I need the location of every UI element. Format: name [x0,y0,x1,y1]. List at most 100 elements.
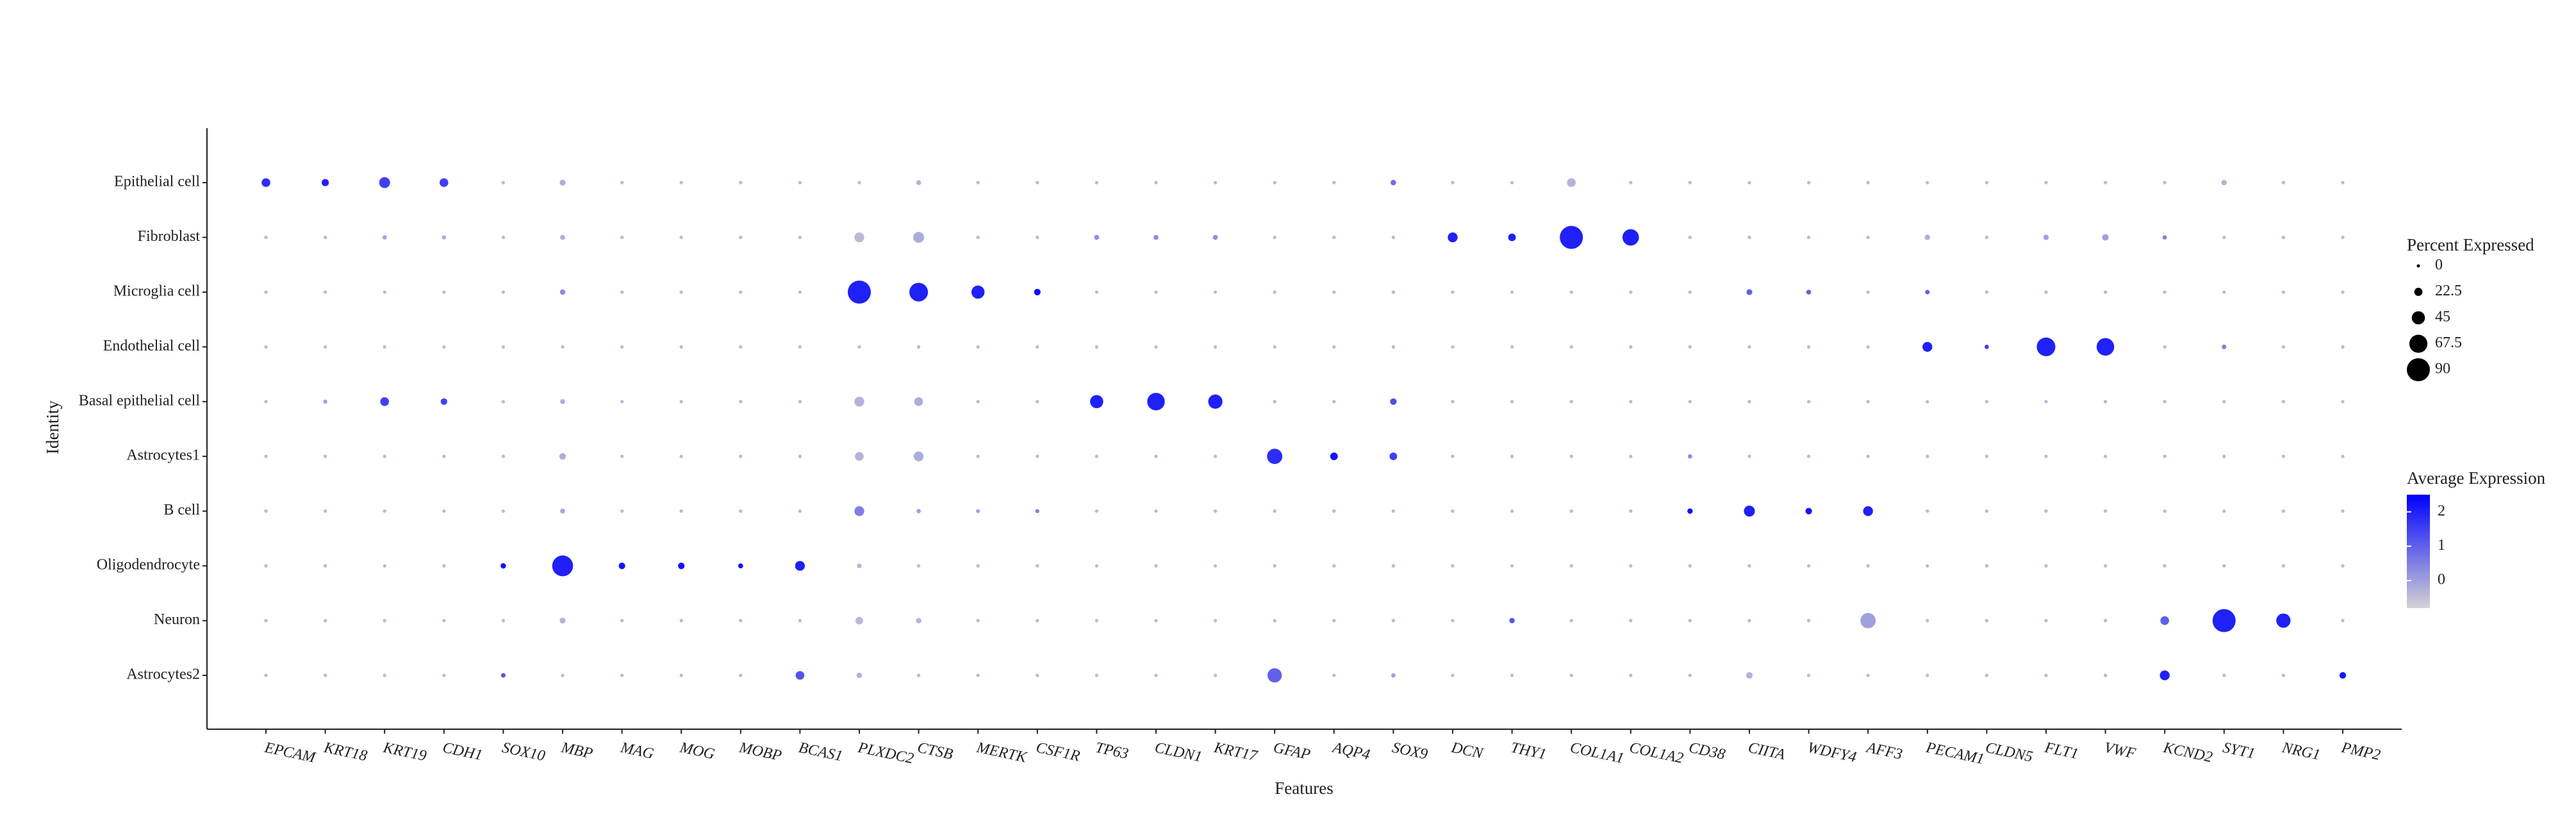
dot [909,283,929,302]
dot [856,672,863,679]
dot [2281,673,2286,677]
dot [857,181,861,185]
dot [739,673,743,677]
size-legend-dot [2407,358,2430,381]
dot [1805,507,1812,515]
y-tick-label: B cell [163,502,200,518]
x-tick-label: KCND2 [2161,739,2214,766]
dot [2103,673,2108,677]
dot [1747,345,1751,349]
dot [2222,344,2227,349]
dot [620,618,624,623]
dot [798,181,802,185]
dot [679,181,683,185]
dot [679,618,683,623]
dot [1924,235,1931,240]
dot [620,345,624,349]
dot [2160,616,2170,625]
dot [1985,400,1989,404]
dot [971,285,985,299]
dot [1866,235,1870,240]
size-legend-label: 45 [2435,309,2450,326]
dot [1860,613,1876,629]
size-legend-label: 90 [2435,361,2450,377]
dot [1391,564,1396,568]
dot [1629,509,1633,513]
dot [1985,181,1989,185]
dot [798,454,802,458]
dot [1806,290,1812,295]
dot [1985,454,1989,458]
dot [1985,344,1989,349]
x-tick-label: COL1A2 [1628,739,1685,767]
dot [383,290,386,294]
dot [2341,235,2345,240]
dot [560,399,565,404]
dot [620,509,624,513]
dot [2044,290,2048,294]
dot [2103,509,2108,513]
dot [1926,400,1929,404]
dot [1213,181,1218,185]
dot [1036,235,1039,240]
dot [857,563,862,568]
dot [1510,673,1514,677]
x-tick-label: BCAS1 [797,739,844,765]
dot [2341,509,2345,513]
dot [916,345,921,349]
dot [500,673,506,678]
dot [1806,618,1811,623]
dot [679,400,683,404]
dot [559,453,566,460]
dot [2103,564,2108,568]
x-tick-label: DCN [1449,739,1486,763]
dot [264,290,268,294]
dot [1510,454,1514,458]
x-tick-label: SYT1 [2221,739,2256,763]
dot [1866,181,1870,185]
dot [739,235,743,240]
dot [1926,673,1929,677]
dot [1622,229,1639,246]
dot [2341,564,2345,568]
y-tick-label: Neuron [154,611,200,628]
dot [1451,290,1455,294]
dot [1688,618,1692,623]
dot [439,178,449,187]
dot [1094,509,1099,513]
dot [679,290,683,294]
dot [1332,564,1336,568]
dot [1094,345,1099,349]
dot [620,400,624,404]
dot [1510,181,1514,185]
dot [1510,345,1514,349]
dot [2044,673,2048,677]
dot [2159,670,2170,680]
dot [1629,181,1633,185]
dot [2163,564,2167,568]
dot [1332,181,1336,185]
dot [2044,181,2048,185]
dot [2044,400,2048,404]
dot [1391,509,1396,513]
x-tick-label: SOX9 [1391,739,1429,763]
dot [1688,673,1692,677]
dot [2341,181,2345,185]
dot [1569,345,1573,349]
dot [1806,400,1811,404]
dot [1391,345,1396,349]
dot [1213,673,1218,677]
dot [2103,400,2108,404]
dot [739,454,743,458]
dot [1629,345,1633,349]
dot [1744,506,1755,517]
dot [1926,564,1929,568]
dot [1154,290,1158,294]
dot [1510,509,1514,513]
dot [1153,235,1159,240]
x-tick-label: GFAP [1272,739,1312,764]
dot [1332,345,1336,349]
dot [2341,345,2345,349]
dot [1036,345,1039,349]
dot [1273,618,1276,623]
